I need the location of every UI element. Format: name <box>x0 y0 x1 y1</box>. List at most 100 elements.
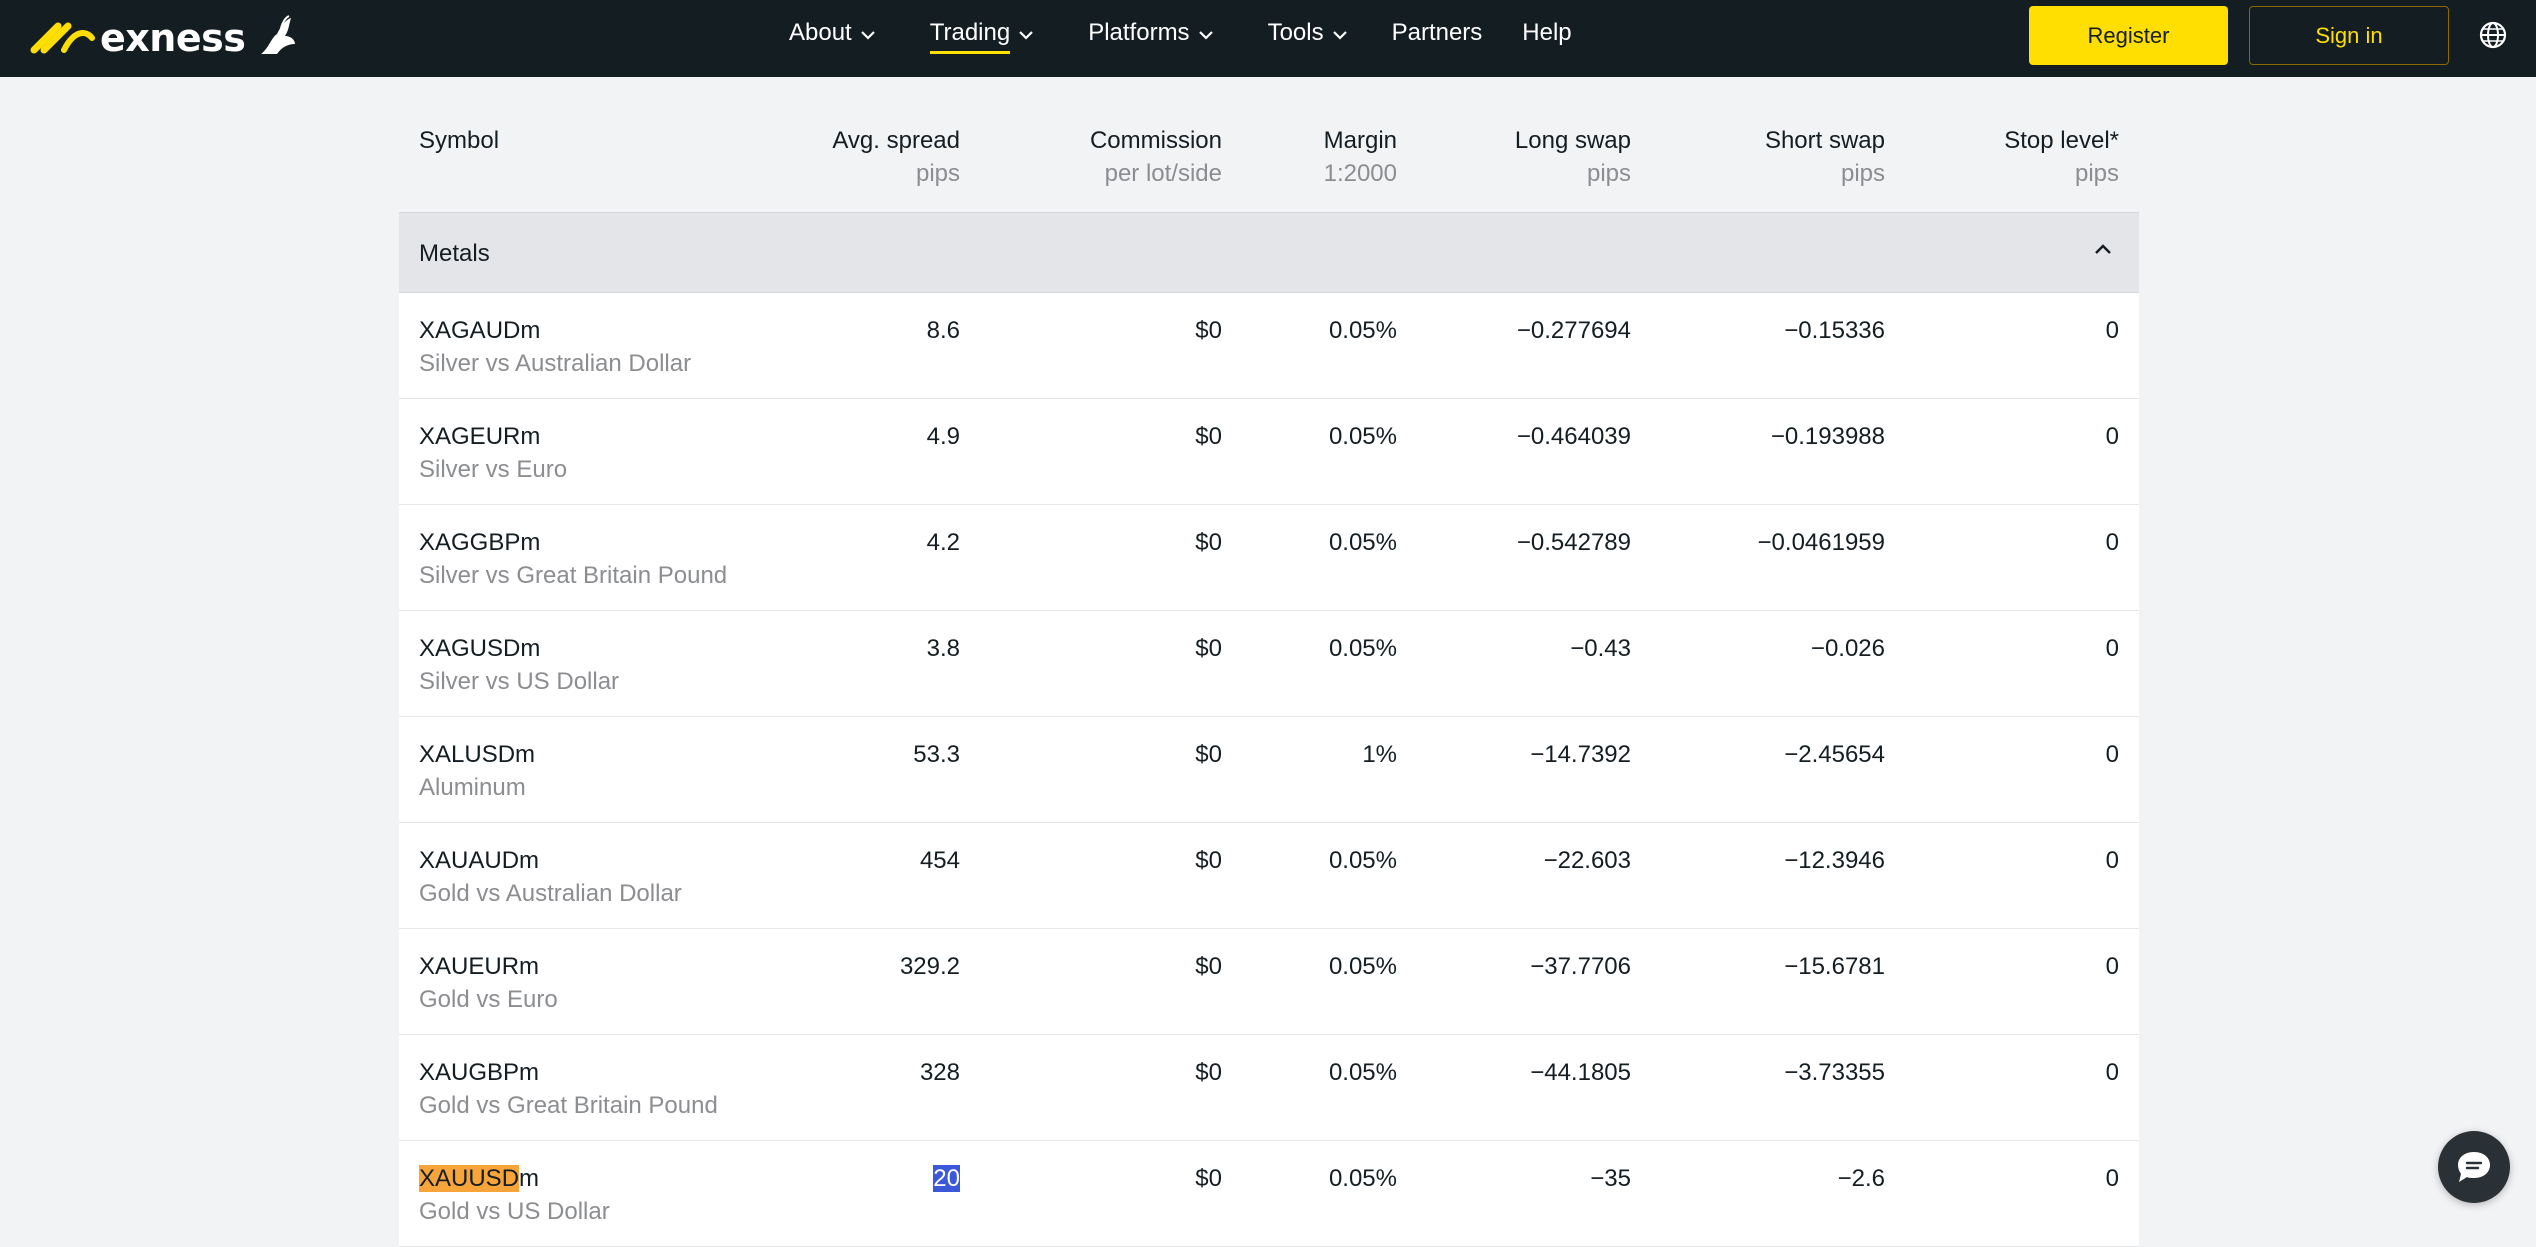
instrument-specs-table: Symbol Avg. spread pips Commission per l… <box>399 77 2139 1247</box>
nav-trading[interactable]: Trading <box>929 0 1034 66</box>
table-row: XAGGBPm Silver vs Great Britain Pound 4.2 $… <box>399 505 2139 611</box>
group-label: Metals <box>419 240 490 267</box>
symbol-description: Silver vs Great Britain Pound <box>419 562 728 589</box>
symbol-description: Silver vs Euro <box>419 456 568 483</box>
stop-level-cell: 0 <box>2105 847 2119 874</box>
nav-about-label: About <box>789 19 852 46</box>
globe-icon[interactable] <box>2478 20 2508 50</box>
margin-cell: 0.05% <box>1328 317 1397 344</box>
long-swap-cell: −35 <box>1590 1165 1631 1192</box>
table-row: XAGEURm Silver vs Euro 4.9 $0 0.05% −0.464039… <box>399 399 2139 505</box>
short-swap-cell: −3.73355 <box>1784 1059 1885 1086</box>
table-row: XAUEURm Gold vs Euro 329.2 $0 0.05% −37.7706 −… <box>399 929 2139 1035</box>
symbol-description: Silver vs US Dollar <box>419 668 620 695</box>
short-swap-cell: −0.0461959 <box>1757 529 1885 556</box>
symbol-description: Silver vs Australian Dollar <box>419 350 692 377</box>
symbol-cell: XAUGBPm <box>419 1059 540 1086</box>
symbol-suffix: m <box>519 1165 540 1192</box>
commission-cell: $0 <box>1195 741 1222 768</box>
stop-level-cell: 0 <box>2105 317 2119 344</box>
symbol-cell: XAGGBPm <box>419 529 541 556</box>
symbol-cell: XALUSDm <box>419 741 536 768</box>
spread-cell: 8.6 <box>926 317 960 344</box>
chevron-down-icon <box>1198 31 1213 40</box>
margin-cell: 0.05% <box>1328 1165 1397 1192</box>
exness-logo-mark-icon <box>30 22 95 54</box>
register-button[interactable]: Register <box>2029 6 2228 65</box>
symbol-description: Aluminum <box>419 774 526 801</box>
symbol-description: Gold vs Euro <box>419 986 558 1013</box>
column-title: Avg. spread <box>832 127 960 154</box>
column-title: Margin <box>1323 127 1397 154</box>
stop-level-cell: 0 <box>2105 953 2119 980</box>
long-swap-cell: −44.1805 <box>1530 1059 1631 1086</box>
long-swap-cell: −0.277694 <box>1516 317 1631 344</box>
margin-cell: 0.05% <box>1328 953 1397 980</box>
nav-tools[interactable]: Tools <box>1268 0 1348 66</box>
symbol-cell: XAGEURm <box>419 423 541 450</box>
dove-icon <box>261 15 296 54</box>
symbol-description: Gold vs Australian Dollar <box>419 880 682 907</box>
symbol-cell: XAGUSDm <box>419 635 541 662</box>
column-title: Short swap <box>1764 127 1885 154</box>
spread-cell: 4.2 <box>926 529 960 556</box>
nav-tools-label: Tools <box>1267 19 1324 46</box>
nav-about[interactable]: About <box>789 0 876 66</box>
stop-level-cell: 0 <box>2105 741 2119 768</box>
nav-help-label: Help <box>1522 19 1572 46</box>
nav-partners-label: Partners <box>1391 19 1483 46</box>
table-row: XAUAUDm Gold vs Australian Dollar 454 $0 0.0… <box>399 823 2139 929</box>
symbol-description: Gold vs Great Britain Pound <box>419 1092 718 1119</box>
exness-logo[interactable]: exness <box>30 8 299 68</box>
search-highlight: XAUUSD <box>419 1165 520 1192</box>
table-row: XAUUSDm Gold vs US Dollar 20 $0 0.05% −35 −2.6… <box>399 1141 2139 1247</box>
margin-cell: 0.05% <box>1328 529 1397 556</box>
column-subtitle: 1:2000 <box>1323 160 1397 187</box>
symbol-cell: XAUUSDm <box>419 1165 539 1193</box>
column-subtitle: pips <box>2074 160 2119 187</box>
short-swap-cell: −12.3946 <box>1784 847 1885 874</box>
nav-partners[interactable]: Partners <box>1392 0 1483 66</box>
nav-platforms[interactable]: Platforms <box>1088 0 1213 66</box>
sign-in-button[interactable]: Sign in <box>2249 6 2449 65</box>
spread-cell: 3.8 <box>926 635 960 662</box>
margin-cell: 0.05% <box>1328 423 1397 450</box>
symbol-cell: XAGAUDm <box>419 317 541 344</box>
column-subtitle: per lot/side <box>1104 160 1222 187</box>
stop-level-cell: 0 <box>2105 529 2119 556</box>
stop-level-cell: 0 <box>2105 1059 2119 1086</box>
column-subtitle: pips <box>1840 160 1885 187</box>
short-swap-cell: −15.6781 <box>1784 953 1885 980</box>
long-swap-cell: −0.43 <box>1570 635 1631 662</box>
short-swap-cell: −0.026 <box>1810 635 1885 662</box>
margin-cell: 0.05% <box>1328 1059 1397 1086</box>
column-title: Stop level* <box>2004 127 2119 154</box>
commission-cell: $0 <box>1195 953 1222 980</box>
table-row: XAGAUDm Silver vs Australian Dollar 8.6 $0 0… <box>399 293 2139 399</box>
margin-cell: 1% <box>1362 741 1397 768</box>
column-subtitle: pips <box>915 160 960 187</box>
group-header-metals[interactable]: Metals <box>399 212 2139 293</box>
table-body: XAGAUDm Silver vs Australian Dollar 8.6 $0 0… <box>399 293 2139 1247</box>
margin-cell: 0.05% <box>1328 635 1397 662</box>
chevron-down-icon <box>1019 31 1033 40</box>
long-swap-cell: −14.7392 <box>1530 741 1631 768</box>
commission-cell: $0 <box>1195 635 1222 662</box>
short-swap-cell: −2.45654 <box>1784 741 1885 768</box>
table-row: XAGUSDm Silver vs US Dollar 3.8 $0 0.05% −0.4… <box>399 611 2139 717</box>
spread-cell: 329.2 <box>899 953 960 980</box>
spread-cell: 328 <box>919 1059 960 1086</box>
nav-help[interactable]: Help <box>1522 0 1571 66</box>
live-chat-button[interactable] <box>2438 1131 2510 1203</box>
text-selection: 20 <box>933 1165 960 1192</box>
table-row: XAUGBPm Gold vs Great Britain Pound 328 $0 0… <box>399 1035 2139 1141</box>
stop-level-cell: 0 <box>2105 423 2119 450</box>
logo-text: exness <box>100 16 246 60</box>
short-swap-cell: −0.193988 <box>1770 423 1885 450</box>
symbol-cell: XAUAUDm <box>419 847 540 874</box>
chevron-up-icon[interactable] <box>2093 243 2113 255</box>
long-swap-cell: −0.464039 <box>1516 423 1631 450</box>
chevron-down-icon <box>860 31 875 40</box>
stop-level-cell: 0 <box>2105 1165 2119 1192</box>
commission-cell: $0 <box>1195 529 1222 556</box>
